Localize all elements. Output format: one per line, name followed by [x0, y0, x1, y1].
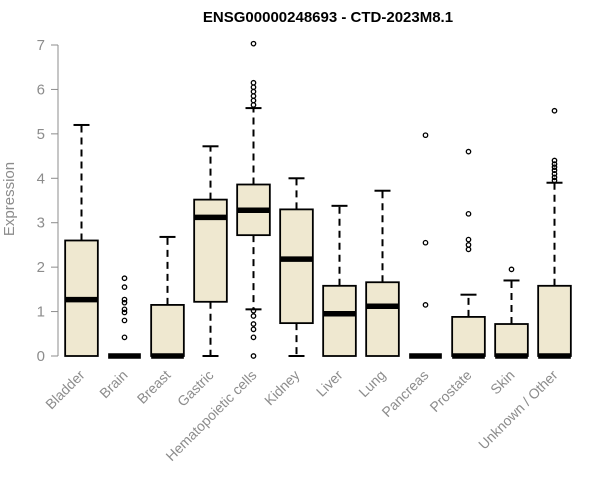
box-gastric [193, 145, 228, 357]
outlier-point [250, 40, 257, 47]
y-tick-label: 2 [37, 259, 45, 276]
outlier-point [422, 239, 429, 246]
y-tick-label: 7 [37, 37, 45, 54]
outlier-point [121, 299, 128, 306]
outlier-point [551, 164, 558, 171]
outlier-point [121, 306, 128, 313]
box-iqr [365, 281, 400, 357]
x-tick-label: Lung [355, 367, 388, 400]
box-pancreas [409, 132, 442, 359]
outlier-point [121, 296, 128, 303]
box-liver [322, 204, 357, 357]
y-tick-label: 0 [37, 348, 45, 365]
outlier-point [250, 79, 257, 86]
outlier-point [121, 284, 128, 290]
outlier-point [250, 334, 257, 341]
box-unknown-other [537, 107, 572, 359]
x-tick-label: Skin [487, 367, 518, 398]
outlier-point [465, 246, 472, 253]
y-tick-label: 6 [37, 81, 45, 98]
outlier-point [121, 317, 128, 324]
outlier-point [465, 148, 472, 155]
outlier-point [551, 170, 558, 177]
box-iqr [279, 208, 314, 325]
box-iqr [494, 323, 529, 357]
box-skin [494, 266, 529, 359]
box-iqr [451, 316, 486, 357]
outlier-point [250, 93, 257, 99]
outlier-point [250, 88, 257, 95]
outlier-point [551, 157, 558, 164]
outlier-point [250, 307, 257, 314]
outlier-point [551, 177, 558, 184]
outlier-point [250, 353, 257, 359]
outlier-point [551, 161, 558, 167]
outlier-point [250, 321, 257, 327]
box-breast [150, 235, 185, 359]
x-tick-label: Prostate [426, 367, 474, 415]
outlier-point [121, 275, 128, 282]
outlier-point [121, 334, 128, 341]
outlier-point [250, 313, 257, 319]
outlier-point [551, 174, 558, 181]
x-tick-label: Liver [313, 367, 346, 400]
x-tick-label: Pancreas [378, 367, 431, 420]
x-tick-label: Kidney [261, 367, 303, 409]
box-hematopoietic-cells [236, 40, 271, 359]
y-tick-label: 1 [37, 304, 45, 321]
outlier-point [465, 236, 472, 243]
chart-title: ENSG00000248693 - CTD-2023M8.1 [203, 9, 453, 26]
y-tick-label: 5 [37, 126, 45, 143]
y-axis-label: Expression [1, 162, 18, 236]
outlier-point [465, 242, 472, 248]
box-kidney [279, 177, 314, 357]
y-axis: 0 1 2 3 4 5 6 7 [37, 37, 59, 365]
outlier-point [250, 102, 257, 108]
outlier-point [121, 309, 128, 316]
box-iqr [322, 284, 357, 357]
outlier-point [250, 84, 257, 91]
box-series [64, 40, 572, 359]
x-tick-label: Brain [96, 367, 130, 401]
box-brain [108, 275, 141, 359]
box-bladder [64, 123, 99, 357]
x-tick-label: Breast [134, 367, 174, 407]
outlier-point [422, 132, 429, 139]
box-iqr [150, 304, 185, 357]
box-iqr [537, 284, 572, 357]
outlier-point [551, 167, 558, 174]
outlier-point [465, 210, 472, 217]
x-tick-label: Bladder [42, 367, 88, 413]
outlier-point [508, 266, 515, 273]
y-tick-label: 4 [37, 170, 45, 187]
x-tick-label: Unknown / Other [475, 367, 561, 453]
x-tick-label: Gastric [174, 367, 217, 410]
y-tick-label: 3 [37, 215, 45, 232]
box-prostate [451, 148, 486, 359]
outlier-point [250, 97, 257, 104]
outlier-point [250, 326, 257, 333]
box-lung [365, 189, 400, 357]
outlier-point [551, 107, 558, 114]
outlier-point [422, 302, 429, 308]
